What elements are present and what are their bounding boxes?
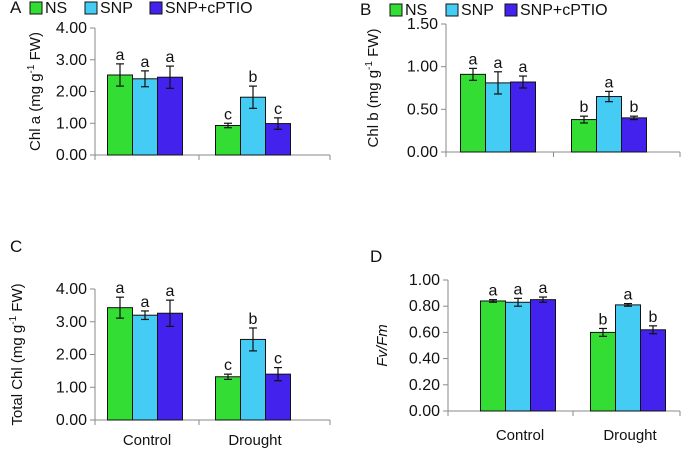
legend-swatch-snp-cptio (149, 1, 163, 15)
legend-swatch-ns (389, 3, 403, 17)
bar-snp-cptio-drought (621, 117, 647, 153)
y-axis-label-base: Chl a (mg g (27, 73, 44, 151)
y-axis-label: Fv/Fm (374, 324, 391, 367)
bar-ns-drought (590, 331, 616, 412)
significance-letter: a (116, 47, 125, 64)
y-axis-label-superscript: -1 (8, 315, 19, 324)
significance-letter: a (469, 51, 478, 68)
y-tick-label: 0.80 (409, 298, 440, 315)
y-tick-label: 3.00 (56, 314, 87, 331)
y-tick-label: 0.00 (407, 144, 438, 161)
bar-snp-drought (596, 96, 622, 153)
y-tick-label: 0.00 (409, 403, 440, 420)
y-axis-label-tail: FW) (365, 29, 382, 61)
y-tick-label: 1.00 (409, 272, 440, 289)
y-tick-label: 0.60 (409, 324, 440, 341)
x-category-label-control: Control (496, 427, 544, 444)
x-category-label-drought: Drought (603, 427, 657, 444)
legend-label: NS (405, 2, 427, 19)
bar-snp-cptio-drought (640, 329, 666, 412)
y-tick-label: 4.00 (56, 20, 87, 37)
significance-letter: b (580, 99, 589, 116)
significance-letter: c (224, 357, 232, 374)
y-axis-label: Total Chl (mg g-1 FW) (8, 283, 26, 425)
significance-letter: c (274, 351, 282, 368)
bar-ns-drought (215, 124, 241, 156)
x-category-label-control: Control (123, 432, 171, 449)
significance-letter: a (519, 59, 528, 76)
significance-letter: b (249, 69, 258, 86)
bar-snp-drought (615, 304, 641, 412)
x-category-label-drought: Drought (228, 432, 282, 449)
y-tick-label: 1.00 (56, 379, 87, 396)
significance-letter: a (166, 49, 175, 66)
significance-letter: c (274, 101, 282, 118)
bar-ns-drought (571, 119, 597, 153)
legend-label: SNP (461, 2, 494, 19)
y-tick-label: 0.40 (409, 351, 440, 368)
significance-letter: a (141, 54, 150, 71)
y-tick-label: 1.00 (56, 115, 87, 132)
significance-letter: b (630, 99, 639, 116)
significance-letter: a (489, 283, 498, 300)
y-axis-label-base: Chl b (mg g (365, 70, 382, 148)
legend-label: SNP+cPTIO (165, 0, 253, 17)
legend-swatch-snp (84, 1, 98, 15)
bar-ns-control (460, 73, 486, 153)
y-tick-label: 0.00 (56, 147, 87, 164)
y-tick-label: 0.50 (407, 101, 438, 118)
y-tick-label: 0.00 (56, 412, 87, 429)
y-axis-label-superscript: -1 (364, 61, 375, 70)
y-tick-label: 2.00 (56, 84, 87, 101)
bar-ns-control (480, 300, 506, 412)
bar-snp-cptio-control (157, 312, 183, 421)
significance-letter: b (249, 311, 258, 328)
panel-d-letter: D (370, 247, 382, 266)
y-axis-label: Chl b (mg g-1 FW) (364, 29, 382, 148)
y-tick-label: 1.00 (407, 59, 438, 76)
significance-letter: a (539, 280, 548, 297)
y-tick-label: 2.00 (56, 347, 87, 364)
bar-snp-control (132, 78, 158, 156)
y-tick-label: 1.50 (407, 16, 438, 33)
bar-ns-control (107, 74, 133, 156)
significance-letter: a (141, 294, 150, 311)
significance-letter: a (624, 287, 633, 304)
y-tick-label: 4.00 (56, 281, 87, 298)
y-axis-label-tail: FW) (27, 32, 44, 64)
panel-c-letter: C (10, 237, 22, 256)
bar-snp-control (132, 314, 158, 421)
y-axis-label-base: Total Chl (mg g (9, 325, 26, 426)
y-axis-label-base: Fv/Fm (374, 324, 391, 367)
y-tick-label: 0.20 (409, 377, 440, 394)
significance-letter: c (224, 106, 232, 123)
panel-b-letter: B (360, 0, 371, 19)
legend-label: SNP+cPTIO (520, 2, 608, 19)
significance-letter: b (649, 309, 658, 326)
legend-swatch-snp-cptio (504, 3, 518, 17)
y-axis-label: Chl a (mg g-1 FW) (26, 32, 44, 151)
panel-a-letter: A (10, 0, 22, 17)
significance-letter: a (116, 280, 125, 297)
significance-letter: a (166, 283, 175, 300)
bar-snp-cptio-control (530, 299, 556, 412)
significance-letter: a (514, 281, 523, 298)
bar-ns-drought (215, 376, 241, 421)
significance-letter: a (605, 74, 614, 91)
bar-ns-control (107, 307, 133, 421)
legend-swatch-ns (29, 1, 43, 15)
significance-letter: a (494, 55, 503, 72)
bar-snp-cptio-drought (265, 373, 291, 421)
y-axis-label-tail: FW) (9, 283, 26, 315)
legend-swatch-snp (445, 3, 459, 17)
bar-snp-control (505, 301, 531, 412)
bar-snp-cptio-control (510, 81, 536, 153)
significance-letter: b (599, 311, 608, 328)
bar-snp-drought (240, 338, 266, 421)
y-tick-label: 3.00 (56, 52, 87, 69)
legend-label: NS (45, 0, 67, 17)
y-axis-label-superscript: -1 (26, 64, 37, 73)
legend-label: SNP (100, 0, 133, 17)
